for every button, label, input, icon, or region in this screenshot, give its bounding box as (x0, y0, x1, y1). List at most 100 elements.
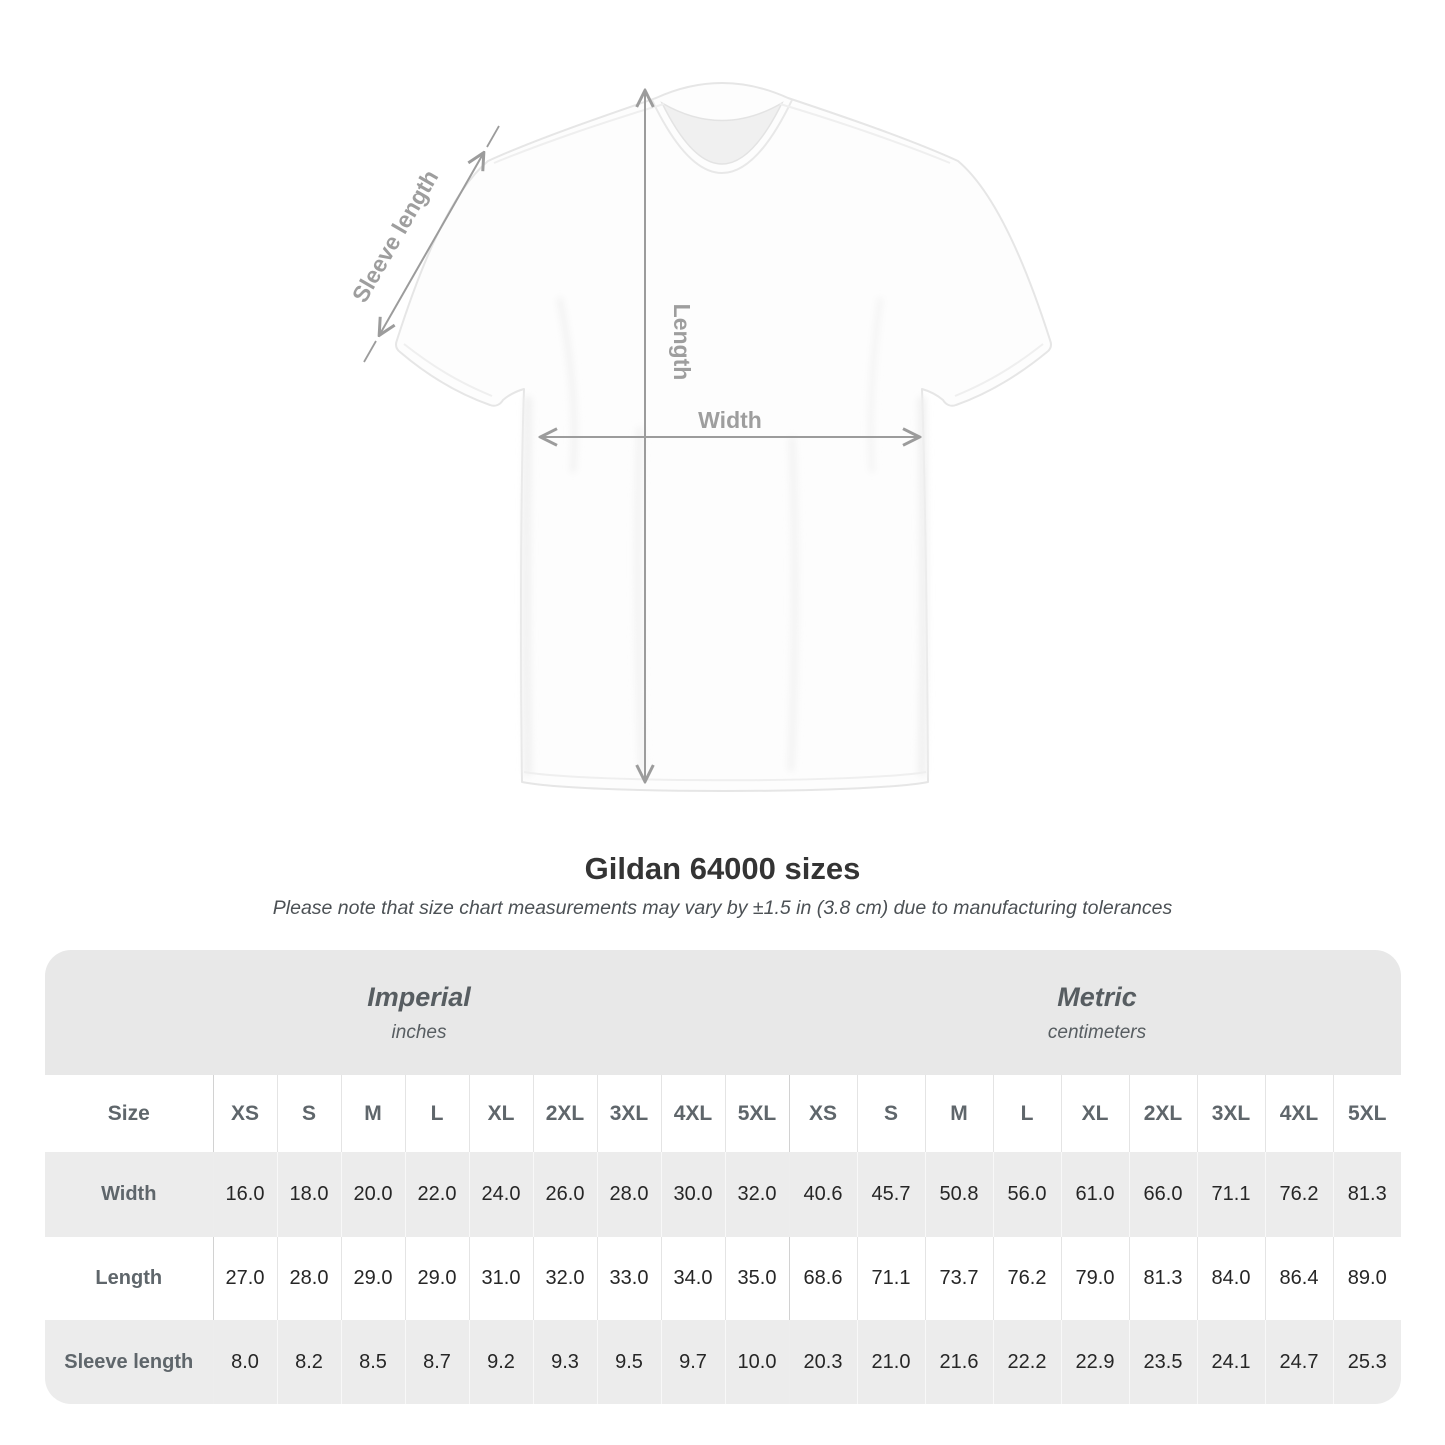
table-cell-metric: 20.3 (788, 1320, 857, 1404)
table-cell-imperial: 26.0 (532, 1152, 597, 1237)
table-cell-imperial: 32.0 (532, 1237, 597, 1320)
size-header-imperial: M (340, 1075, 405, 1152)
sleeve-arrow-extension-bottom (363, 340, 377, 363)
size-header-imperial: 2XL (532, 1075, 597, 1152)
size-header-imperial: 3XL (596, 1075, 661, 1152)
sleeve-arrow-extension-top (486, 125, 500, 148)
size-header-metric: 3XL (1196, 1075, 1265, 1152)
table-cell-imperial: 24.0 (468, 1152, 533, 1237)
table-cell-metric: 76.2 (1264, 1152, 1333, 1237)
width-row: Width 16.0 18.0 20.0 22.0 24.0 26.0 28.0 30.0 32.… (45, 1152, 1401, 1237)
size-header-metric: 5XL (1332, 1075, 1401, 1152)
size-column-header: Size (107, 1101, 150, 1125)
table-cell-imperial: 8.5 (340, 1320, 405, 1404)
table-cell-imperial: 10.0 (724, 1320, 789, 1404)
collar-seam (651, 99, 793, 174)
table-cell-metric: 21.6 (924, 1320, 993, 1404)
table-cell-imperial: 27.0 (212, 1237, 277, 1320)
table-cell-metric: 81.3 (1332, 1152, 1401, 1237)
table-cell-metric: 24.1 (1196, 1320, 1265, 1404)
size-header-metric: L (992, 1075, 1061, 1152)
table-cell-metric: 40.6 (788, 1152, 857, 1237)
table-cell-imperial: 29.0 (404, 1237, 469, 1320)
table-cell-metric: 84.0 (1196, 1237, 1265, 1320)
size-table: Imperial inches Metric centimeters Size X… (45, 950, 1401, 1404)
length-label: Length (669, 304, 695, 381)
size-header-metric: M (924, 1075, 993, 1152)
table-cell-metric: 79.0 (1060, 1237, 1129, 1320)
table-cell-metric: 81.3 (1128, 1237, 1197, 1320)
collar-opening (660, 101, 784, 165)
size-header-row: Size XS S M L XL 2XL 3XL 4XL 5XL XS S M L XL 2XL 3XL 4XL 5… (45, 1075, 1401, 1152)
imperial-unit: inches (391, 1021, 447, 1043)
table-cell-metric: 22.2 (992, 1320, 1061, 1404)
table-cell-imperial: 18.0 (276, 1152, 341, 1237)
table-cell-metric: 23.5 (1128, 1320, 1197, 1404)
size-header-imperial: 4XL (660, 1075, 725, 1152)
table-cell-imperial: 28.0 (276, 1237, 341, 1320)
row-label: Sleeve length (64, 1350, 194, 1373)
table-cell-metric: 86.4 (1264, 1237, 1333, 1320)
size-header-metric: XL (1060, 1075, 1129, 1152)
size-header-imperial: L (404, 1075, 469, 1152)
size-header-metric: 2XL (1128, 1075, 1197, 1152)
sleeve-length-row: Sleeve length 8.0 8.2 8.5 8.7 9.2 9.3 9.5 9.7 10.… (45, 1320, 1401, 1404)
table-cell-metric: 22.9 (1060, 1320, 1129, 1404)
table-cell-metric: 61.0 (1060, 1152, 1129, 1237)
table-cell-imperial: 9.2 (468, 1320, 533, 1404)
table-cell-imperial: 9.3 (532, 1320, 597, 1404)
table-cell-imperial: 35.0 (724, 1237, 789, 1320)
size-header-imperial: XS (212, 1075, 277, 1152)
table-cell-imperial: 20.0 (340, 1152, 405, 1237)
table-cell-imperial: 22.0 (404, 1152, 469, 1237)
table-cell-imperial: 8.2 (276, 1320, 341, 1404)
table-cell-imperial: 30.0 (660, 1152, 725, 1237)
table-cell-metric: 50.8 (924, 1152, 993, 1237)
page-title: Gildan 64000 sizes (584, 851, 861, 886)
tshirt-diagram: Width Length Sleeve length (347, 82, 1052, 792)
table-cell-imperial: 8.0 (212, 1320, 277, 1404)
table-cell-imperial: 16.0 (212, 1152, 277, 1237)
table-cell-metric: 73.7 (924, 1237, 993, 1320)
table-cell-metric: 68.6 (788, 1237, 857, 1320)
unit-group-metric: Metric centimeters (793, 950, 1401, 1075)
table-cell-metric: 89.0 (1332, 1237, 1401, 1320)
table-cell-metric: 66.0 (1128, 1152, 1197, 1237)
table-cell-imperial: 9.5 (596, 1320, 661, 1404)
row-label: Length (95, 1267, 163, 1289)
table-cell-metric: 24.7 (1264, 1320, 1333, 1404)
metric-unit: centimeters (1047, 1021, 1147, 1043)
size-header-imperial: 5XL (724, 1075, 789, 1152)
size-header-metric: 4XL (1264, 1075, 1333, 1152)
row-label: Width (101, 1183, 157, 1205)
page-subtitle: Please note that size chart measurements… (272, 897, 1173, 919)
unit-group-imperial: Imperial inches (45, 950, 793, 1075)
table-cell-imperial: 29.0 (340, 1237, 405, 1320)
length-row: Length 27.0 28.0 29.0 29.0 31.0 32.0 33.0 34.0 35… (45, 1237, 1401, 1320)
table-cell-metric: 76.2 (992, 1237, 1061, 1320)
table-cell-imperial: 8.7 (404, 1320, 469, 1404)
table-cell-metric: 45.7 (856, 1152, 925, 1237)
size-table-grid: Size XS S M L XL 2XL 3XL 4XL 5XL XS S M L XL 2XL 3XL 4XL 5… (45, 1075, 1401, 1404)
size-header-imperial: S (276, 1075, 341, 1152)
table-cell-metric: 21.0 (856, 1320, 925, 1404)
size-header-imperial: XL (468, 1075, 533, 1152)
imperial-label: Imperial (367, 981, 471, 1012)
size-header-metric: S (856, 1075, 925, 1152)
table-cell-imperial: 9.7 (660, 1320, 725, 1404)
table-cell-imperial: 32.0 (724, 1152, 789, 1237)
size-header-metric: XS (788, 1075, 857, 1152)
table-cell-metric: 71.1 (856, 1237, 925, 1320)
table-cell-metric: 56.0 (992, 1152, 1061, 1237)
sleeve-arrow (380, 154, 483, 334)
metric-label: Metric (1057, 981, 1137, 1012)
table-cell-metric: 25.3 (1332, 1320, 1401, 1404)
table-cell-imperial: 31.0 (468, 1237, 533, 1320)
table-cell-imperial: 33.0 (596, 1237, 661, 1320)
unit-header-band: Imperial inches Metric centimeters (45, 950, 1401, 1075)
table-cell-imperial: 28.0 (596, 1152, 661, 1237)
table-cell-metric: 71.1 (1196, 1152, 1265, 1237)
width-label: Width (698, 407, 762, 433)
table-cell-imperial: 34.0 (660, 1237, 725, 1320)
